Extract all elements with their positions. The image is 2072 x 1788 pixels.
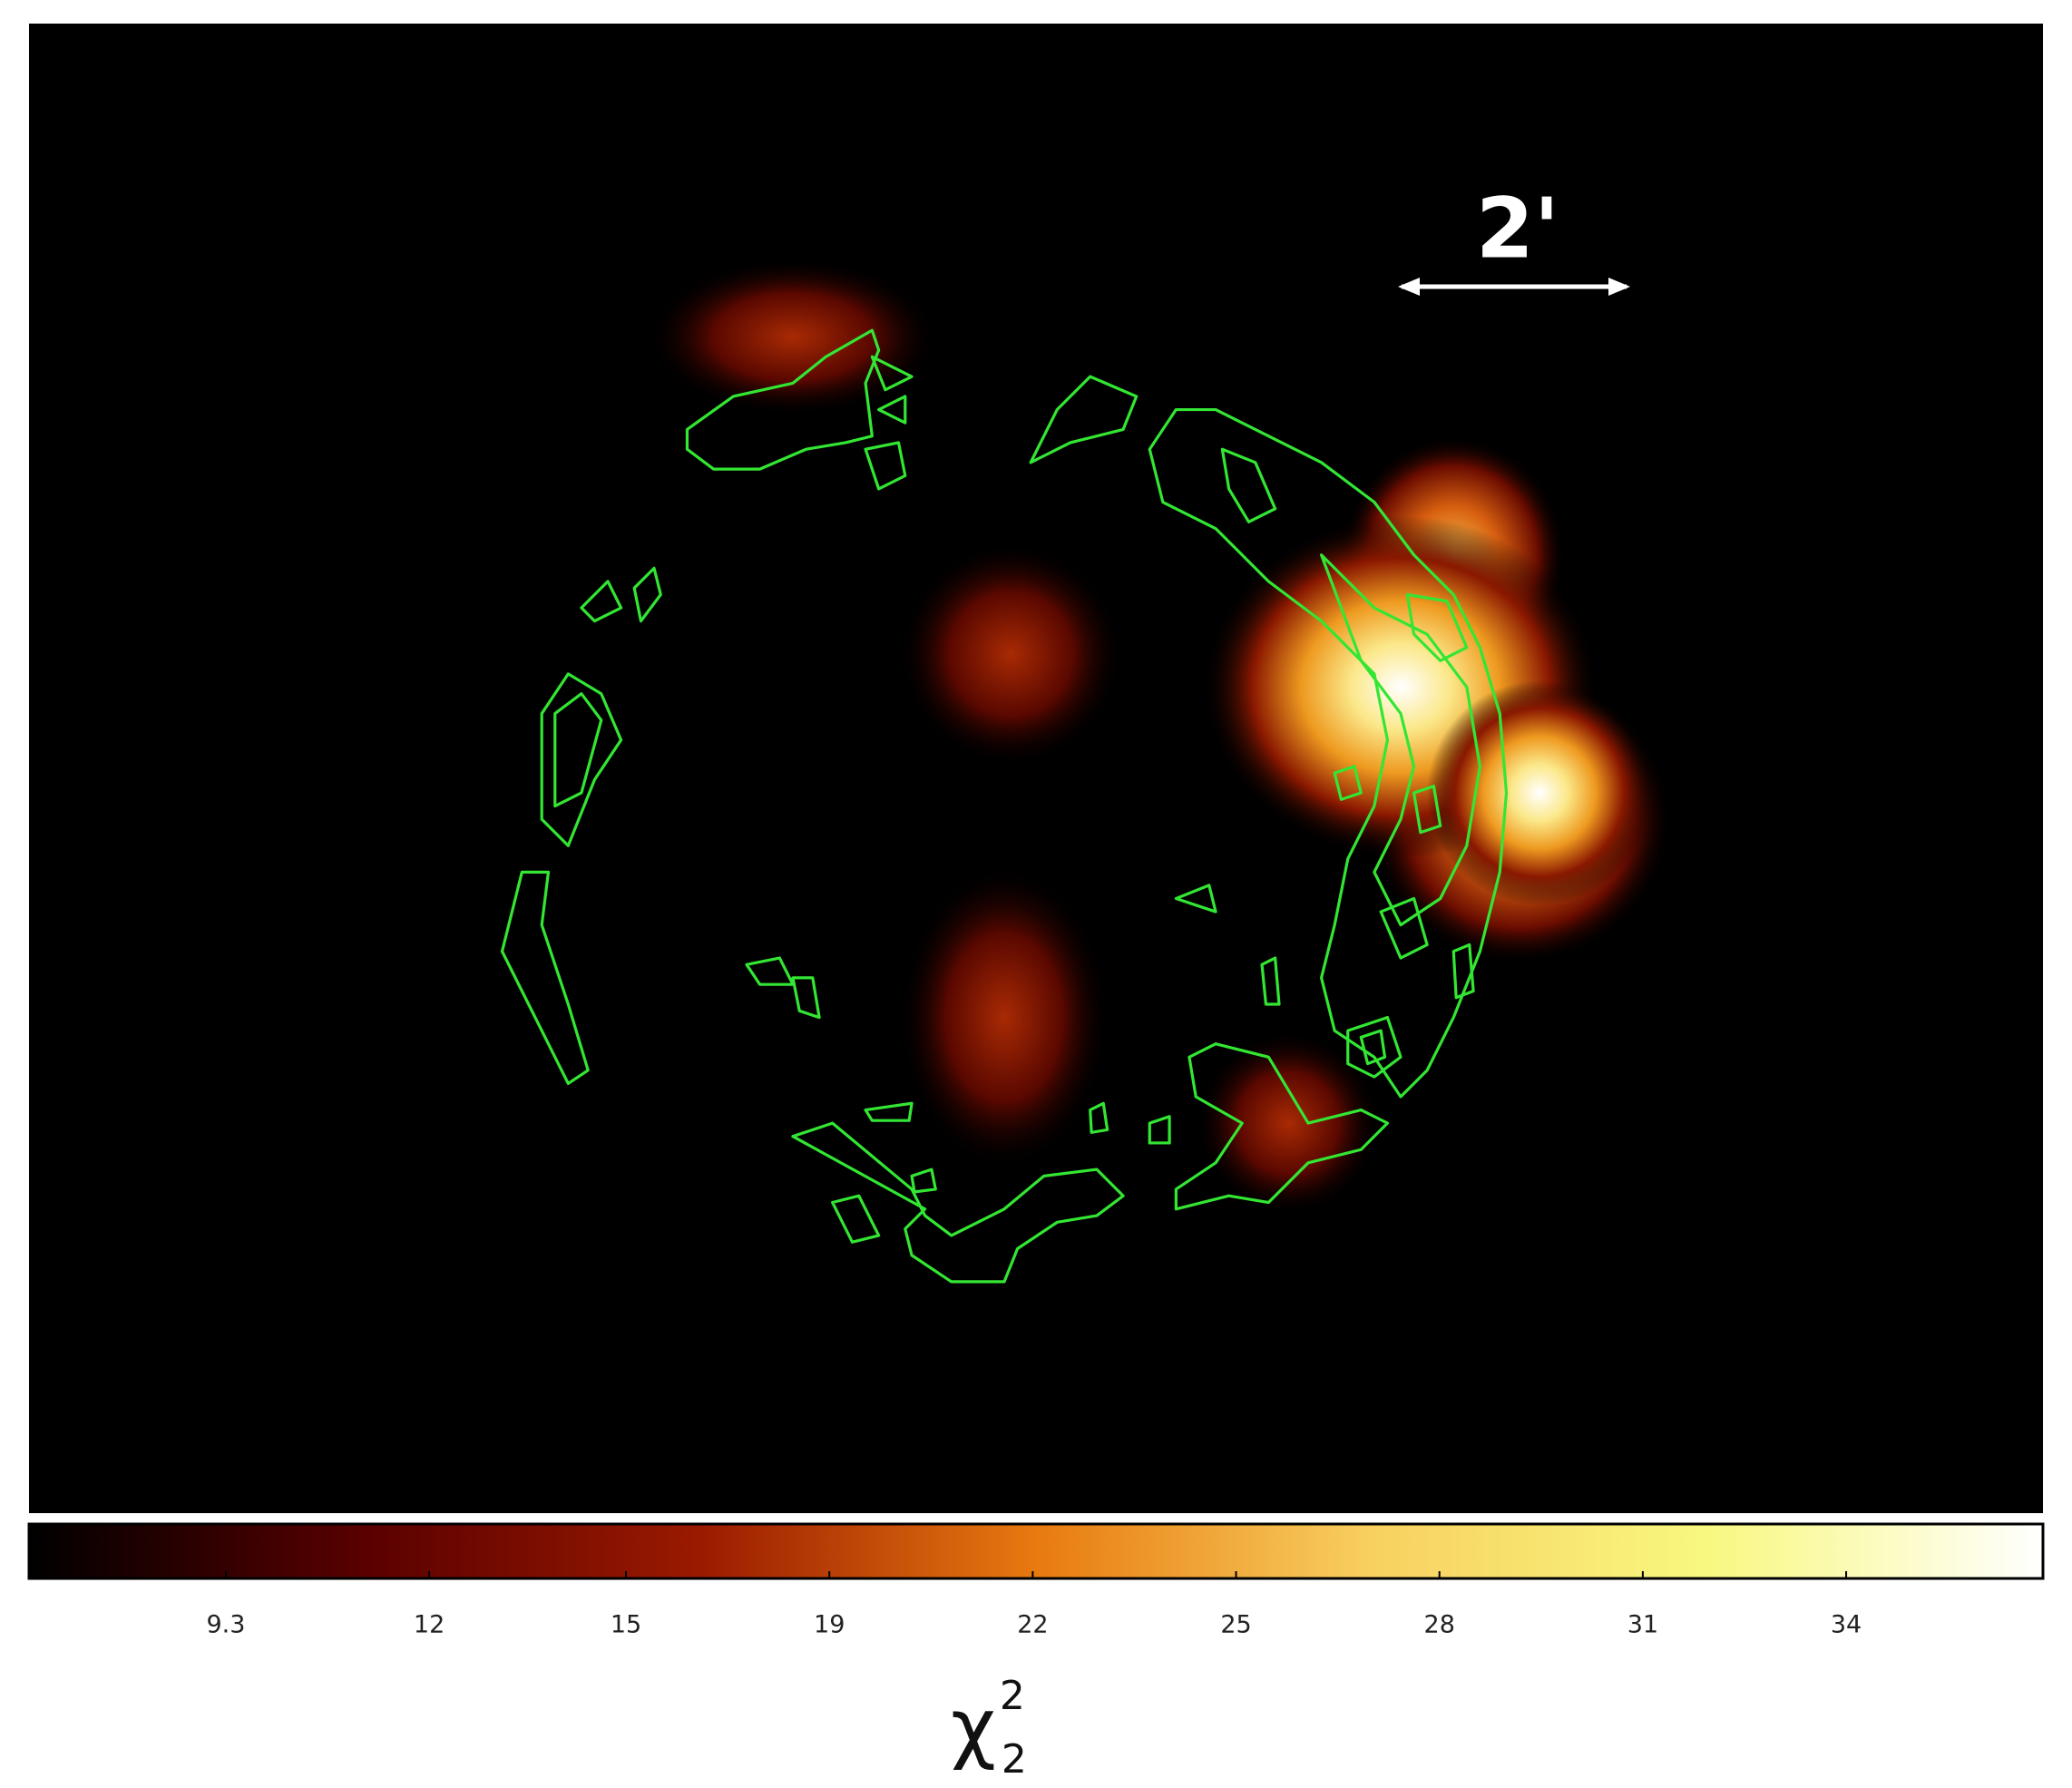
colorbar-tick-label: 22 [1017,1611,1048,1639]
colorbar [27,1522,2045,1580]
colorbar-label-superscript: 2 [1000,1673,1025,1719]
contour [540,672,623,847]
contour [685,328,881,471]
emission-blob [898,542,1124,767]
contour [1346,592,1469,1079]
contour [1148,407,1509,1099]
colorbar-label-symbol: χ [951,1682,996,1773]
colorbar-tick-label: 19 [814,1611,845,1639]
contour [500,870,590,1086]
colorbar-tick-label: 31 [1627,1611,1658,1639]
colorbar-tick-label: 28 [1424,1611,1455,1639]
emission-map [500,258,1672,1284]
colorbar-tick-label: 9.3 [206,1611,245,1639]
image-panel [29,24,2043,1513]
colorbar-tick-label: 12 [414,1611,445,1639]
emission-blob [898,865,1110,1170]
colorbar-label: χ2 2 [951,1673,1027,1783]
colorbar-tick-label: 34 [1831,1611,1862,1639]
contours [500,328,1509,1284]
emission-blob [1427,680,1652,905]
colorbar-tick-label: 25 [1220,1611,1251,1639]
emission-blob [647,258,939,416]
scale-bar-label: 2' [1476,180,1559,277]
contour [1174,1042,1390,1211]
colorbar-ticks: 9.3 12 15 19 22 25 28 31 34 [206,1571,1862,1639]
contour [580,447,1475,1244]
contour [1029,375,1139,464]
contour [791,1121,1125,1284]
contour [864,355,914,491]
colorbar-label-subscript: 2 [1002,1736,1027,1783]
contour [1319,553,1481,927]
scale-bar: 2' [1398,180,1630,296]
colorbar-tick-label: 15 [611,1611,641,1639]
emission-blob [1196,1031,1382,1216]
